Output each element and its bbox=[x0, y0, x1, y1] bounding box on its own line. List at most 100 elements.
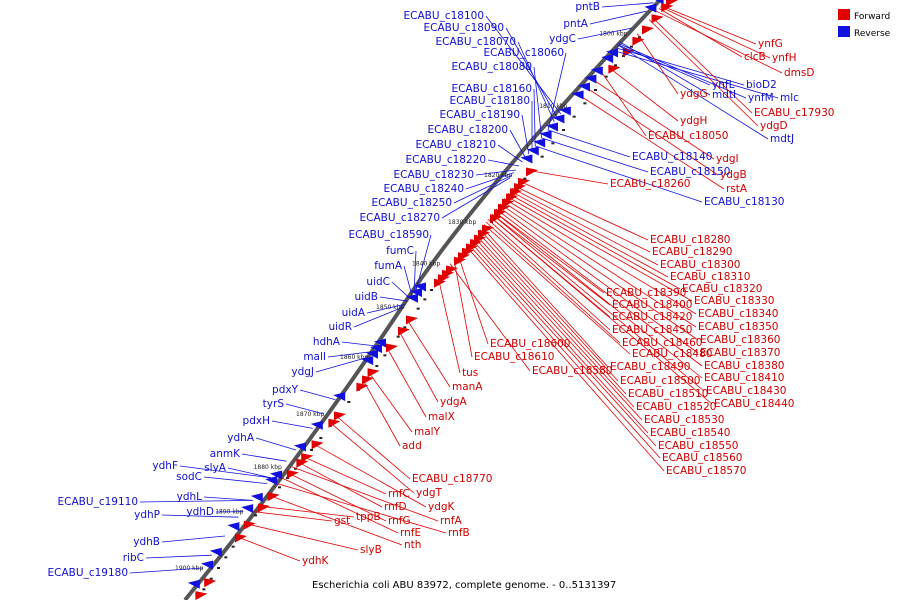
tick-dot bbox=[319, 437, 323, 439]
tick-dot bbox=[562, 129, 565, 131]
kbp-tick-label: 1820 kbp bbox=[484, 172, 512, 179]
gene-label: ECABU_c18240 bbox=[384, 183, 464, 195]
label-leader bbox=[277, 483, 447, 534]
label-leader bbox=[315, 356, 369, 373]
gene-label: uidR bbox=[328, 321, 352, 333]
label-leader bbox=[366, 303, 407, 314]
reverse-gene bbox=[241, 504, 254, 514]
label-leader bbox=[453, 259, 473, 358]
label-leader bbox=[449, 263, 531, 372]
forward-gene bbox=[406, 315, 418, 325]
gene-label: ECABU_c18330 bbox=[694, 295, 774, 307]
label-leader bbox=[379, 296, 409, 302]
gene-label: slyA bbox=[204, 462, 227, 474]
label-leader bbox=[267, 494, 403, 546]
gene-label: bioD2 bbox=[746, 79, 777, 91]
label-leader bbox=[493, 211, 703, 379]
forward-gene bbox=[296, 458, 309, 468]
gene-label: ydgI bbox=[716, 153, 739, 165]
gene-label: ydhF bbox=[152, 460, 178, 472]
label-leader bbox=[505, 195, 693, 302]
gene-label: ECABU_c18440 bbox=[714, 398, 794, 410]
label-leader bbox=[501, 200, 697, 328]
gene-label: ECABU_c18460 bbox=[622, 337, 702, 349]
label-leader bbox=[291, 466, 439, 522]
gene-label: ydhK bbox=[302, 555, 330, 567]
gene-label: ydhL bbox=[177, 491, 203, 503]
gene-label: ECABU_c18100 bbox=[404, 10, 484, 22]
label-leader bbox=[661, 5, 757, 45]
tick-dot bbox=[551, 142, 555, 145]
label-leader bbox=[547, 52, 567, 131]
gene-label: ydgH bbox=[680, 115, 707, 127]
label-leader bbox=[353, 306, 405, 328]
tick-dot bbox=[209, 577, 213, 580]
gene-label: ydgJ bbox=[291, 366, 314, 378]
label-leader bbox=[333, 413, 411, 480]
gene-label: rnfC bbox=[388, 488, 410, 500]
gene-label: pntA bbox=[563, 18, 588, 30]
kbp-tick-label: 1860 kbp bbox=[340, 354, 368, 361]
tick-dot bbox=[430, 289, 433, 291]
forward-gene bbox=[258, 503, 270, 513]
label-leader bbox=[615, 47, 745, 86]
gene-label: rnfB bbox=[448, 527, 470, 539]
reverse-gene bbox=[209, 547, 222, 557]
gene-label: fumC bbox=[386, 245, 414, 257]
tick-dot bbox=[416, 307, 420, 310]
gene-arrows bbox=[187, 0, 678, 600]
reverse-gene bbox=[201, 560, 213, 570]
label-leader bbox=[203, 496, 253, 501]
label-leader bbox=[521, 114, 530, 155]
gene-label: ECABU_c18540 bbox=[650, 427, 730, 439]
gene-label: rnfD bbox=[384, 501, 407, 513]
legend-reverse-swatch bbox=[838, 26, 850, 37]
gene-label: ECABU_c18770 bbox=[412, 473, 492, 485]
reverse-gene bbox=[294, 442, 306, 452]
label-leader bbox=[547, 129, 631, 158]
gene-label: fumA bbox=[374, 260, 403, 272]
kbp-tick-label: 1830 kbp bbox=[448, 219, 476, 226]
label-leader bbox=[457, 254, 489, 345]
gene-label: ECABU_c18480 bbox=[632, 348, 712, 360]
gene-label: pntB bbox=[575, 1, 600, 13]
tick-dot bbox=[583, 102, 587, 105]
label-leader bbox=[403, 265, 413, 296]
label-leader bbox=[227, 467, 273, 479]
legend-forward-swatch bbox=[838, 9, 850, 20]
gene-label: nth bbox=[404, 539, 421, 551]
label-leader bbox=[533, 66, 542, 139]
label-leader bbox=[139, 500, 253, 503]
label-leader bbox=[161, 514, 239, 518]
gene-label: ydgA bbox=[440, 396, 468, 408]
gene-label: ECABU_c18600 bbox=[490, 338, 570, 350]
reverse-gene bbox=[227, 522, 240, 532]
gene-label: ECABU_c18490 bbox=[610, 361, 690, 373]
reverse-gene bbox=[533, 138, 546, 148]
gene-label: malI bbox=[303, 351, 326, 363]
label-leader bbox=[241, 453, 287, 462]
label-leader bbox=[503, 198, 697, 315]
gene-label: ECABU_c18530 bbox=[644, 414, 724, 426]
tick-dot bbox=[278, 486, 281, 489]
gene-label: slyB bbox=[360, 544, 382, 556]
gene-label: mdtI bbox=[712, 89, 736, 101]
tick-dot bbox=[572, 115, 576, 118]
label-leader bbox=[602, 73, 647, 137]
gene-label: hdhA bbox=[313, 336, 341, 348]
gene-label: ribC bbox=[123, 552, 144, 564]
label-leader bbox=[589, 89, 719, 176]
gene-label: ECABU_c18400 bbox=[612, 299, 692, 311]
label-leader bbox=[299, 389, 336, 400]
label-leader bbox=[413, 250, 417, 293]
label-leader bbox=[612, 50, 779, 99]
gene-label: ECABU_c18050 bbox=[648, 130, 728, 142]
label-leader bbox=[475, 234, 635, 408]
reverse-gene bbox=[571, 90, 584, 100]
label-leader bbox=[533, 88, 536, 147]
reverse-gene bbox=[526, 146, 539, 156]
reverse-gene bbox=[250, 492, 263, 502]
gene-label: ECABU_c18500 bbox=[620, 375, 700, 387]
tick-dot bbox=[383, 354, 387, 357]
